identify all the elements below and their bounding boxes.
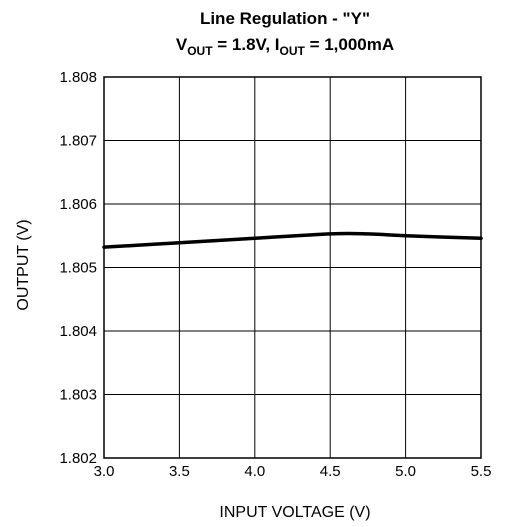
subtitle-i-sub: OUT — [280, 44, 306, 58]
x-tick-label: 3.5 — [169, 463, 190, 480]
y-tick-labels: 1.808 1.807 1.806 1.805 1.804 1.803 1.802 — [59, 69, 97, 467]
subtitle-v-main: V — [176, 35, 188, 54]
chart-subtitle: VOUT = 1.8V, IOUT = 1,000mA — [176, 35, 394, 58]
y-tick-label: 1.802 — [59, 450, 97, 467]
y-tick-label: 1.804 — [59, 323, 97, 340]
y-tick-label: 1.808 — [59, 69, 97, 86]
y-tick-label: 1.805 — [59, 260, 97, 277]
series-line — [102, 231, 483, 249]
y-tick-label: 1.803 — [59, 387, 97, 404]
x-tick-label: 5.5 — [471, 463, 492, 480]
plot-frame — [103, 76, 482, 459]
x-tick-label: 5.0 — [395, 463, 416, 480]
x-tick-label: 4.5 — [320, 463, 341, 480]
chart-title: Line Regulation - "Y" — [200, 9, 370, 28]
y-axis-label: OUTPUT (V) — [15, 219, 32, 310]
x-tick-labels: 3.0 3.5 4.0 4.5 5.0 5.5 — [94, 463, 492, 480]
x-axis-label: INPUT VOLTAGE (V) — [219, 504, 370, 521]
x-tick-label: 4.0 — [244, 463, 265, 480]
subtitle-v-value: = 1.8V, — [213, 35, 275, 54]
subtitle-v-sub: OUT — [187, 44, 213, 58]
y-tick-label: 1.806 — [59, 196, 97, 213]
subtitle-i-main: I — [275, 35, 280, 54]
grid-lines — [103, 76, 482, 459]
y-tick-label: 1.807 — [59, 133, 97, 150]
x-tick-label: 3.0 — [94, 463, 115, 480]
subtitle-i-value: = 1,000mA — [305, 35, 394, 54]
